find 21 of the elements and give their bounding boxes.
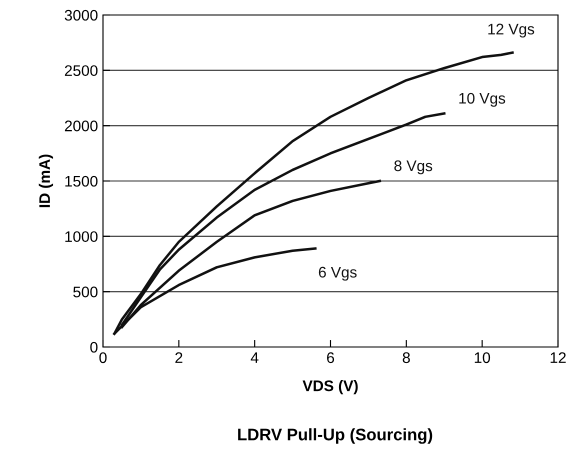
y-tick-label: 2500 <box>64 65 98 76</box>
series-label: 10 Vgs <box>459 92 506 107</box>
x-tick-label: 8 <box>402 352 410 364</box>
y-tick-label: 500 <box>73 286 98 298</box>
x-tick-label: 2 <box>175 352 182 363</box>
y-tick-label: 3000 <box>64 10 98 21</box>
x-tick-label: 6 <box>327 352 334 364</box>
y-axis-title: ID (mA) <box>38 154 54 208</box>
y-tick-label: 1500 <box>65 176 98 187</box>
series-label: 8 Vgs <box>394 160 432 174</box>
y-tick-label: 0 <box>90 342 98 353</box>
x-tick-label: 0 <box>99 352 107 364</box>
y-tick-label: 1000 <box>65 231 98 242</box>
y-tick-label: 2000 <box>64 120 98 132</box>
x-axis-title: VDS (V) <box>302 380 358 394</box>
text: LDRV Pull-Up (Sourcing) <box>238 428 432 444</box>
series-label: 12 Vgs <box>488 24 534 38</box>
x-tick-label: 4 <box>250 352 258 363</box>
x-tick-label: 12 <box>550 352 566 363</box>
x-tick-label: 10 <box>474 352 490 364</box>
series-label: 6 Vgs <box>318 266 357 281</box>
